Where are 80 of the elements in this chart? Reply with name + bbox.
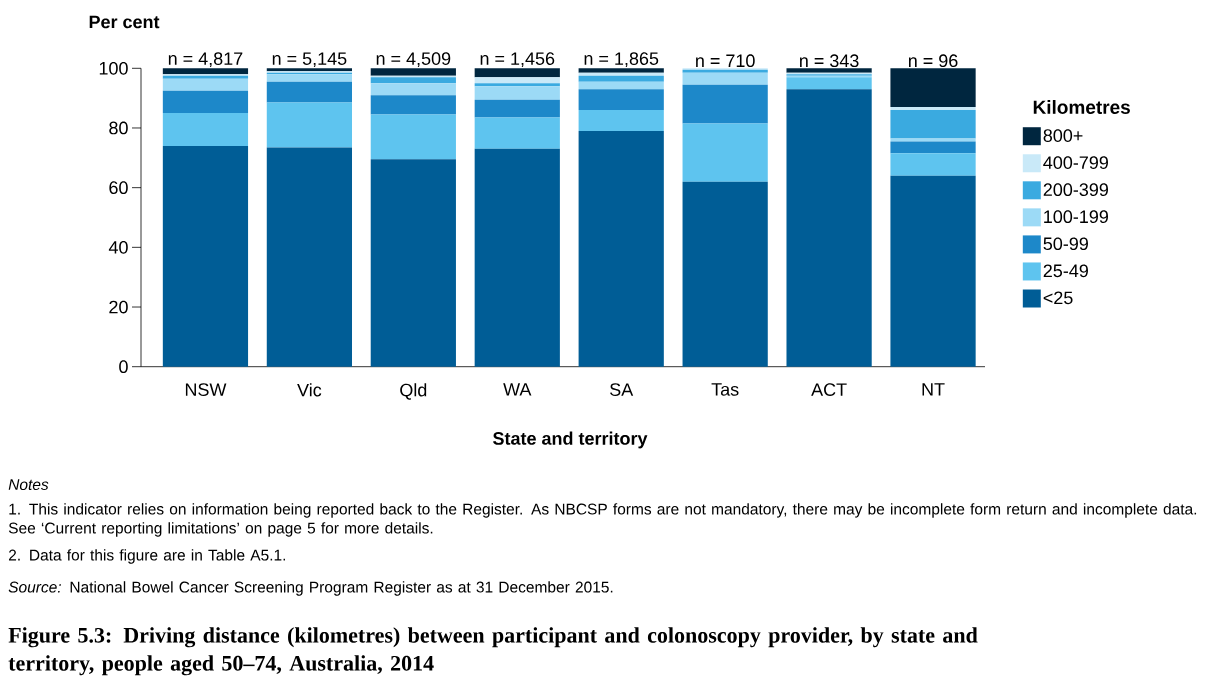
bar (474, 99, 560, 118)
bar (474, 77, 560, 84)
bar (370, 83, 456, 96)
text: Figure 5.3: Driving distance (kilometres) between participant and colonoscopy provider, by state and territory, people aged 50–74, Australia, 2014 (8, 627, 978, 676)
legend-label: 200-399 (1043, 183, 1108, 197)
bar (266, 102, 352, 148)
bar (162, 90, 249, 114)
legend-label: 400-799 (1043, 156, 1108, 169)
bar (786, 89, 872, 367)
bar (266, 81, 352, 103)
bar (474, 117, 560, 149)
x-tick-label: SA (610, 383, 634, 396)
x-tick-label: NSW (185, 383, 227, 396)
bar (786, 77, 872, 90)
y-tick-label: 60 (109, 181, 128, 195)
bar (578, 81, 664, 90)
bar (370, 95, 456, 115)
x-tick-label: Qld (400, 383, 427, 400)
bar (578, 72, 664, 76)
legend-label: 800+ (1043, 129, 1083, 142)
bar (578, 75, 664, 82)
y-tick-label: 80 (109, 121, 128, 135)
legend-label: 25-49 (1043, 264, 1088, 278)
text: Notes (8, 479, 49, 491)
bar (266, 147, 352, 367)
annotation: n = 4,509 (376, 52, 451, 68)
bar (682, 123, 768, 182)
y-tick-label: 100 (99, 61, 128, 75)
text: 1. This indicator relies on information being reported back to the Register. As NBCSP forms are not mandatory, there may be incomplete form return and incomplete data. See ‘Current reporting limitations’ on page 5 for more details. (8, 503, 1197, 537)
annotation: n = 96 (908, 54, 958, 68)
bar (890, 141, 976, 154)
bar (370, 77, 456, 84)
bar (474, 148, 560, 367)
y-tick-label: 40 (108, 240, 128, 254)
legend-title: Kilometres (1033, 100, 1130, 114)
bar (890, 68, 976, 108)
bar (474, 68, 560, 78)
x-tick-label: WA (503, 383, 532, 396)
bar (786, 68, 872, 73)
annotation: n = 4,817 (168, 52, 243, 68)
text: 2. Data for this figure are in Table A5.1. (8, 549, 286, 564)
bar (890, 153, 976, 176)
bar (890, 110, 976, 139)
bar (578, 110, 664, 131)
text: Source: National Bowel Cancer Screening Program Register as at 31 December 2015. (8, 581, 613, 596)
x-axis-title: State and territory (493, 431, 648, 449)
bar (474, 83, 560, 87)
bar (682, 181, 768, 367)
bar (578, 89, 664, 111)
x-tick-label: NT (922, 383, 945, 396)
y-tick-label: 20 (109, 300, 128, 314)
annotation: n = 1,456 (480, 52, 555, 68)
bar (890, 107, 976, 111)
bar (162, 113, 249, 146)
bar (162, 78, 249, 91)
bar (370, 114, 456, 160)
bar (162, 68, 249, 75)
bar (370, 159, 456, 367)
bar (162, 145, 249, 367)
annotation: n = 1,865 (584, 52, 659, 68)
x-tick-label: Vic (297, 383, 322, 397)
annotation: n = 5,145 (272, 52, 347, 68)
legend-label: 50-99 (1043, 237, 1088, 251)
bar (266, 74, 352, 82)
bar (682, 72, 768, 85)
legend-label: <25 (1043, 291, 1073, 305)
y-tick-label: 0 (119, 360, 128, 374)
y-axis-title: Per cent (89, 15, 160, 29)
bar (682, 84, 768, 124)
bar (578, 130, 664, 367)
bar (890, 138, 976, 142)
annotation: n = 343 (800, 54, 859, 68)
annotation: n = 710 (696, 54, 755, 68)
legend-label: 100-199 (1044, 210, 1108, 224)
bar (578, 68, 664, 73)
bar (890, 175, 976, 367)
x-tick-label: Tas (711, 383, 739, 396)
x-tick-label: ACT (811, 383, 847, 396)
bar (370, 68, 456, 76)
bar (474, 86, 560, 100)
